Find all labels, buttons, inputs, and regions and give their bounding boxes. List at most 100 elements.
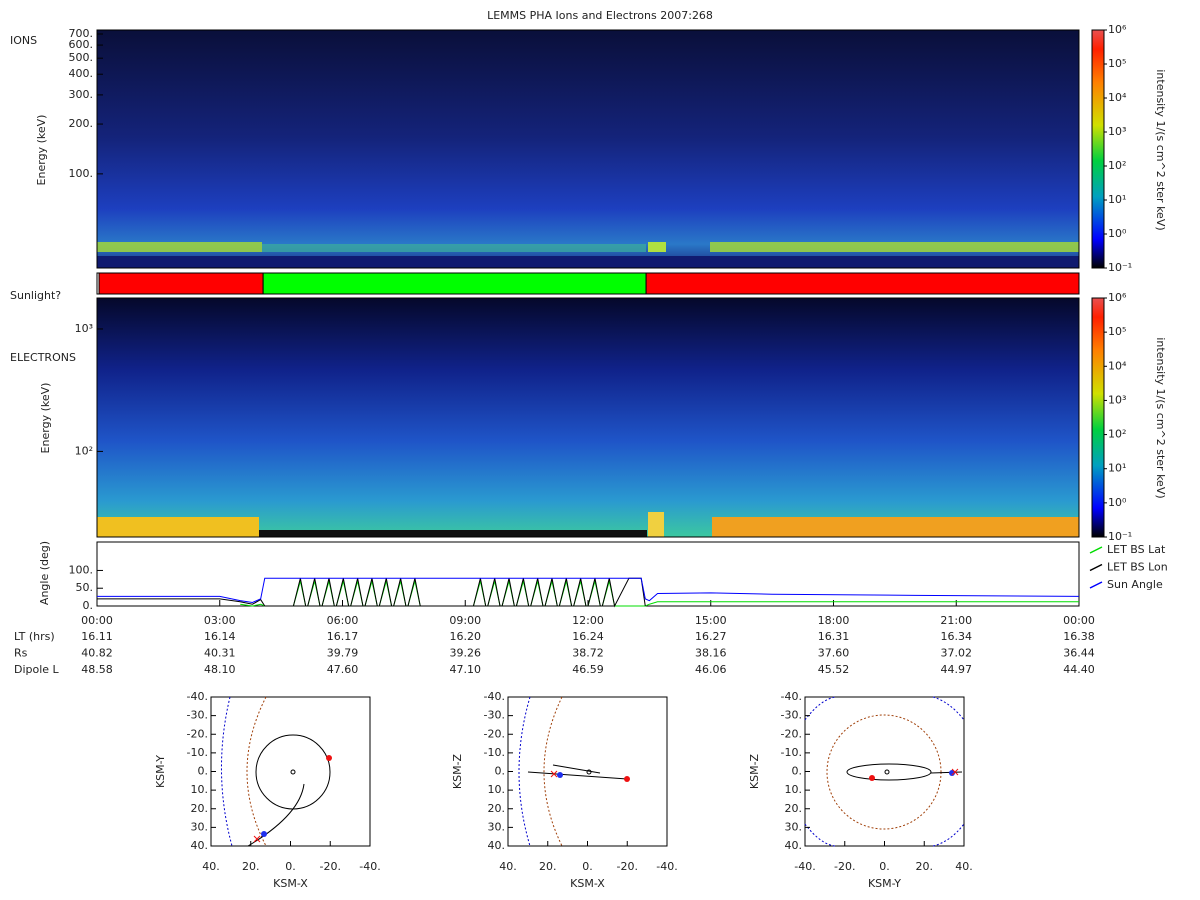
marker	[261, 831, 267, 837]
row-label: LT (hrs)	[14, 630, 55, 643]
y-axis-label: Energy (keV)	[35, 115, 48, 186]
y-tick-label: 30.	[785, 820, 803, 833]
x-tick-label: 0.	[582, 860, 593, 873]
row-value: 39.26	[450, 647, 482, 660]
row-value: 16.17	[327, 630, 359, 643]
y-tick-label: 40.	[191, 839, 209, 852]
x-tick-label: 15:00	[695, 614, 727, 627]
row-value: 48.58	[81, 663, 113, 676]
row-value: 37.60	[818, 647, 850, 660]
colorbar-tick-label: 10⁵	[1108, 325, 1126, 338]
trajectory	[527, 764, 628, 780]
x-tick-label: 12:00	[572, 614, 604, 627]
colorbar-tick-label: 10⁶	[1108, 291, 1127, 304]
colorbar-label: intensity 1/(s cm^2 ster keV)	[1154, 69, 1167, 230]
x-tick-label: -40.	[794, 860, 815, 873]
row-value: 16.24	[572, 630, 604, 643]
row-value: 38.72	[572, 647, 604, 660]
y-tick-label: 0.	[83, 599, 94, 612]
y-tick-label: -40.	[187, 690, 208, 703]
marker	[557, 772, 563, 778]
y-tick-label: 50.	[76, 581, 94, 594]
marker	[951, 768, 959, 776]
x-tick-label: 06:00	[327, 614, 359, 627]
y-tick-label: 300.	[69, 88, 94, 101]
y-tick-label: 0.	[198, 765, 209, 778]
planet	[884, 769, 890, 775]
row-value: 48.10	[204, 663, 236, 676]
x-axis-label: KSM-X	[273, 877, 308, 890]
y-tick-label: -10.	[484, 746, 505, 759]
row-value: 37.02	[941, 647, 973, 660]
boundary	[804, 696, 965, 847]
row-value: 16.34	[941, 630, 973, 643]
x-tick-label: 09:00	[449, 614, 481, 627]
y-tick-label: 10²	[75, 444, 93, 457]
planet	[586, 769, 592, 775]
panel-label: IONS	[10, 34, 37, 47]
row-value: 40.31	[204, 647, 236, 660]
row-value: 44.40	[1063, 663, 1095, 676]
spectrogram-band	[97, 256, 1079, 268]
boundary	[543, 696, 563, 847]
orbit	[846, 763, 932, 781]
plot-frame	[804, 696, 965, 847]
row-value: 16.14	[204, 630, 236, 643]
y-tick-label: -30.	[187, 709, 208, 722]
legend-label: Sun Angle	[1107, 578, 1163, 591]
boundary	[246, 696, 267, 847]
colorbar-tick-label: 10⁰	[1108, 496, 1127, 509]
x-tick-label: 20.	[539, 860, 557, 873]
sunlight-segment	[98, 272, 264, 295]
legend-label: LET BS Lat	[1107, 543, 1166, 556]
spectrogram-band	[97, 517, 259, 537]
plot-frame	[96, 29, 1080, 269]
y-tick-label: 20.	[785, 802, 803, 815]
colorbar-tick-label: 10³	[1108, 125, 1126, 138]
planet	[290, 769, 296, 775]
colorbar-tick-label: 10²	[1108, 428, 1126, 441]
y-tick-label: 10³	[75, 322, 93, 335]
x-tick-label: 00:00	[1063, 614, 1095, 627]
y-tick-label: 100.	[69, 563, 94, 576]
y-axis-label: KSM-Z	[748, 753, 761, 789]
y-tick-label: -20.	[484, 727, 505, 740]
y-tick-label: -30.	[781, 709, 802, 722]
row-value: 45.52	[818, 663, 850, 676]
row-value: 38.16	[695, 647, 727, 660]
line-series	[97, 577, 1080, 603]
marker	[253, 835, 261, 843]
spectrogram-band	[710, 242, 1079, 252]
y-tick-label: 200.	[69, 117, 94, 130]
y-tick-label: 20.	[488, 802, 506, 815]
sunlight-segment	[262, 272, 647, 295]
legend-swatch	[1089, 546, 1103, 554]
orbit	[255, 734, 331, 810]
x-tick-label: 0.	[285, 860, 296, 873]
boundary	[826, 714, 942, 830]
y-tick-label: 100.	[69, 167, 94, 180]
marker	[869, 775, 875, 781]
spectrogram-band	[648, 242, 666, 252]
plot-frame	[210, 696, 371, 847]
y-tick-label: -40.	[781, 690, 802, 703]
x-tick-label: 20.	[242, 860, 260, 873]
y-tick-label: -30.	[484, 709, 505, 722]
row-value: 44.97	[941, 663, 973, 676]
y-tick-label: 40.	[488, 839, 506, 852]
y-tick-label: 40.	[785, 839, 803, 852]
colorbar-tick-label: 10¹	[1108, 193, 1126, 206]
x-tick-label: 0.	[879, 860, 890, 873]
y-tick-label: 700.	[69, 27, 94, 40]
x-tick-label: 03:00	[204, 614, 236, 627]
y-tick-label: 30.	[191, 820, 209, 833]
y-axis-label: KSM-Z	[451, 753, 464, 789]
x-tick-label: 40.	[955, 860, 973, 873]
colorbar-tick-label: 10⁻¹	[1108, 261, 1132, 274]
x-tick-label: 40.	[499, 860, 517, 873]
y-tick-label: 600.	[69, 38, 94, 51]
row-value: 16.20	[450, 630, 482, 643]
y-tick-label: -40.	[484, 690, 505, 703]
spectrogram-background	[97, 30, 1079, 268]
